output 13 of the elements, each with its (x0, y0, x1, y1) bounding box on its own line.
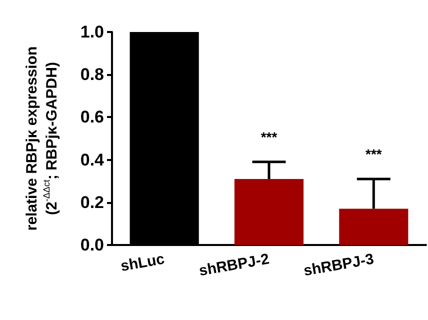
x-tick-label: shLuc (119, 250, 166, 276)
y-tick-label: 1.0 (80, 22, 104, 42)
y-tick-label: 0.4 (80, 150, 105, 170)
x-tick-label: shRBPJ-2 (198, 250, 270, 280)
bar (234, 178, 304, 245)
bar (339, 208, 408, 245)
y-tick-label: 0.8 (80, 65, 104, 84)
x-tick-label: shRBPJ-3 (302, 250, 376, 280)
y-tick-label: 0.2 (80, 192, 104, 212)
annotation: *** (365, 146, 382, 162)
annotation: *** (260, 128, 278, 145)
y-tick-label: 0.0 (80, 236, 104, 254)
y-tick-label: 0.6 (80, 108, 104, 127)
